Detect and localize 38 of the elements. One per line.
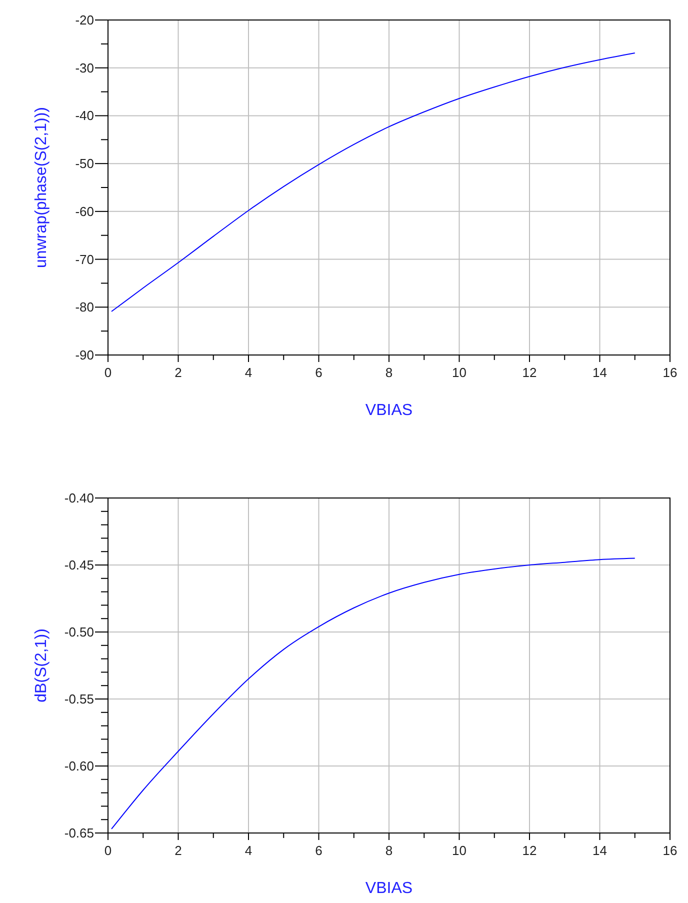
x-tick-label: 4 [244, 843, 252, 858]
y-tick-label: -20 [75, 12, 94, 28]
x-tick-label: 6 [315, 365, 322, 380]
x-tick-label: 14 [592, 365, 607, 380]
x-tick-label: 16 [662, 843, 678, 858]
y-tick-label: -30 [75, 60, 94, 76]
x-tick-label: 6 [315, 843, 322, 858]
y-tick-label: -60 [75, 204, 94, 219]
line-series [111, 52, 636, 312]
x-tick-label: 10 [452, 843, 466, 858]
y-tick-label: -0.65 [64, 826, 94, 840]
x-tick-label: 2 [174, 365, 182, 380]
y-tick-label: -50 [75, 156, 94, 172]
x-axis-title: VBIAS [365, 402, 413, 419]
x-tick-label: 14 [592, 843, 607, 858]
y-tick-label: -80 [75, 300, 94, 315]
x-tick-label: 12 [522, 843, 537, 858]
x-tick-label: 16 [662, 365, 678, 380]
y-tick-label: -0.40 [64, 490, 94, 506]
y-axis-title: unwrap(phase(S(2,1))) [33, 107, 50, 268]
x-tick-label: 4 [244, 365, 252, 380]
y-axis-title: dB(S(2,1)) [33, 628, 50, 702]
x-tick-label: 10 [452, 365, 466, 380]
y-tick-label: -0.50 [64, 624, 94, 640]
x-tick-label: 0 [104, 365, 112, 380]
x-tick-label: 0 [104, 843, 112, 858]
y-tick-label: -0.55 [64, 692, 94, 706]
y-tick-label: -0.45 [64, 558, 94, 572]
line-series [111, 558, 636, 830]
y-tick-label: -90 [75, 348, 94, 362]
x-tick-label: 8 [385, 843, 393, 858]
x-tick-label: 12 [522, 365, 537, 380]
y-tick-label: -70 [75, 252, 94, 267]
x-tick-label: 8 [385, 365, 393, 380]
y-tick-label: -40 [75, 108, 94, 124]
x-axis-title: VBIAS [365, 880, 413, 897]
y-tick-label: -0.60 [64, 758, 94, 774]
x-tick-label: 2 [174, 843, 182, 858]
